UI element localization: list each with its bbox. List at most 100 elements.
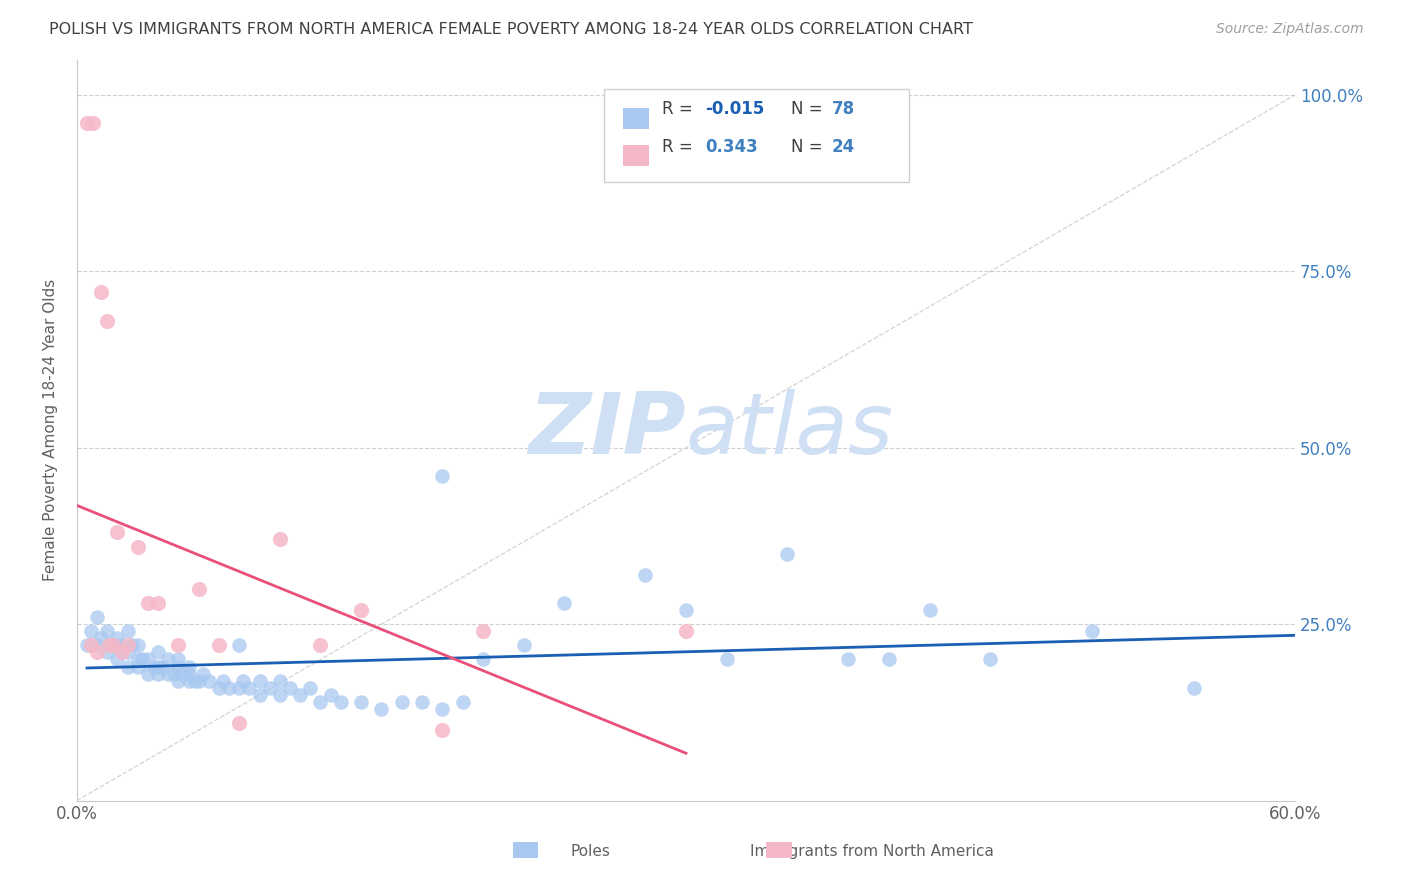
Text: 0.343: 0.343 (706, 138, 758, 156)
Text: N =: N = (790, 138, 828, 156)
Point (127, 652, 149, 666)
Point (432, 702, 454, 716)
Point (117, 659, 139, 673)
Point (163, 666, 186, 681)
Point (269, 673, 291, 688)
Point (269, 688, 291, 702)
Bar (623, 108, 650, 128)
Point (96, 314, 118, 328)
Point (877, 652, 900, 666)
Text: atlas: atlas (686, 389, 894, 472)
Point (86, 645, 108, 659)
Point (716, 652, 738, 666)
Point (131, 652, 153, 666)
Point (96, 624, 118, 639)
Point (146, 659, 169, 673)
Point (107, 525, 129, 540)
Point (232, 673, 254, 688)
Point (76, 638, 98, 652)
Point (146, 645, 169, 659)
Point (432, 723, 454, 737)
Text: 78: 78 (832, 100, 855, 119)
Point (167, 659, 190, 673)
Point (350, 695, 373, 709)
Point (136, 596, 159, 610)
Point (319, 688, 342, 702)
Point (183, 673, 205, 688)
Point (198, 673, 221, 688)
Text: Source: ZipAtlas.com: Source: ZipAtlas.com (1216, 22, 1364, 37)
Point (309, 638, 332, 652)
Point (136, 652, 159, 666)
Text: POLISH VS IMMIGRANTS FROM NORTH AMERICA FEMALE POVERTY AMONG 18-24 YEAR OLDS COR: POLISH VS IMMIGRANTS FROM NORTH AMERICA … (49, 22, 973, 37)
Point (107, 652, 129, 666)
Point (432, 469, 454, 483)
Point (259, 681, 281, 695)
Point (167, 638, 190, 652)
Text: R =: R = (662, 138, 703, 156)
Point (837, 652, 859, 666)
Point (172, 666, 194, 681)
Point (177, 673, 200, 688)
Point (208, 681, 231, 695)
Point (157, 652, 180, 666)
Point (675, 603, 697, 617)
Point (249, 688, 271, 702)
Point (278, 681, 301, 695)
Point (86, 638, 108, 652)
Point (167, 652, 190, 666)
Point (90, 632, 112, 646)
Point (187, 582, 209, 596)
Point (177, 659, 200, 673)
Point (391, 695, 413, 709)
Point (107, 632, 129, 646)
Point (776, 547, 799, 561)
Point (167, 673, 190, 688)
Text: -0.015: -0.015 (706, 100, 765, 119)
Text: R =: R = (662, 100, 697, 119)
Point (96, 645, 118, 659)
Point (329, 695, 352, 709)
Point (121, 638, 143, 652)
Point (136, 666, 159, 681)
Y-axis label: Female Poverty Among 18-24 Year Olds: Female Poverty Among 18-24 Year Olds (44, 279, 58, 582)
Point (117, 638, 139, 652)
Point (290, 688, 312, 702)
Point (90, 285, 112, 300)
Point (157, 666, 180, 681)
Point (103, 638, 125, 652)
Point (76, 116, 98, 130)
Point (1081, 624, 1104, 639)
Point (191, 666, 214, 681)
Point (80, 638, 103, 652)
Point (228, 681, 250, 695)
Text: Immigrants from North America: Immigrants from North America (749, 845, 994, 859)
Point (269, 533, 291, 547)
Point (979, 652, 1001, 666)
Point (98, 638, 121, 652)
Point (127, 540, 149, 554)
Point (918, 603, 941, 617)
Point (370, 702, 392, 716)
Point (238, 681, 260, 695)
Text: N =: N = (790, 100, 828, 119)
Point (143, 659, 166, 673)
Point (675, 624, 697, 639)
Point (299, 681, 322, 695)
Point (110, 638, 132, 652)
Bar (623, 145, 650, 166)
Point (411, 695, 433, 709)
Point (110, 645, 132, 659)
Point (218, 681, 240, 695)
Point (187, 673, 209, 688)
Point (82, 116, 104, 130)
Text: Poles: Poles (571, 845, 610, 859)
Point (1182, 681, 1205, 695)
Point (177, 666, 200, 681)
Point (86, 610, 108, 624)
Point (228, 716, 250, 731)
Point (146, 666, 169, 681)
Point (127, 659, 149, 673)
Point (634, 567, 657, 582)
Point (80, 624, 103, 639)
